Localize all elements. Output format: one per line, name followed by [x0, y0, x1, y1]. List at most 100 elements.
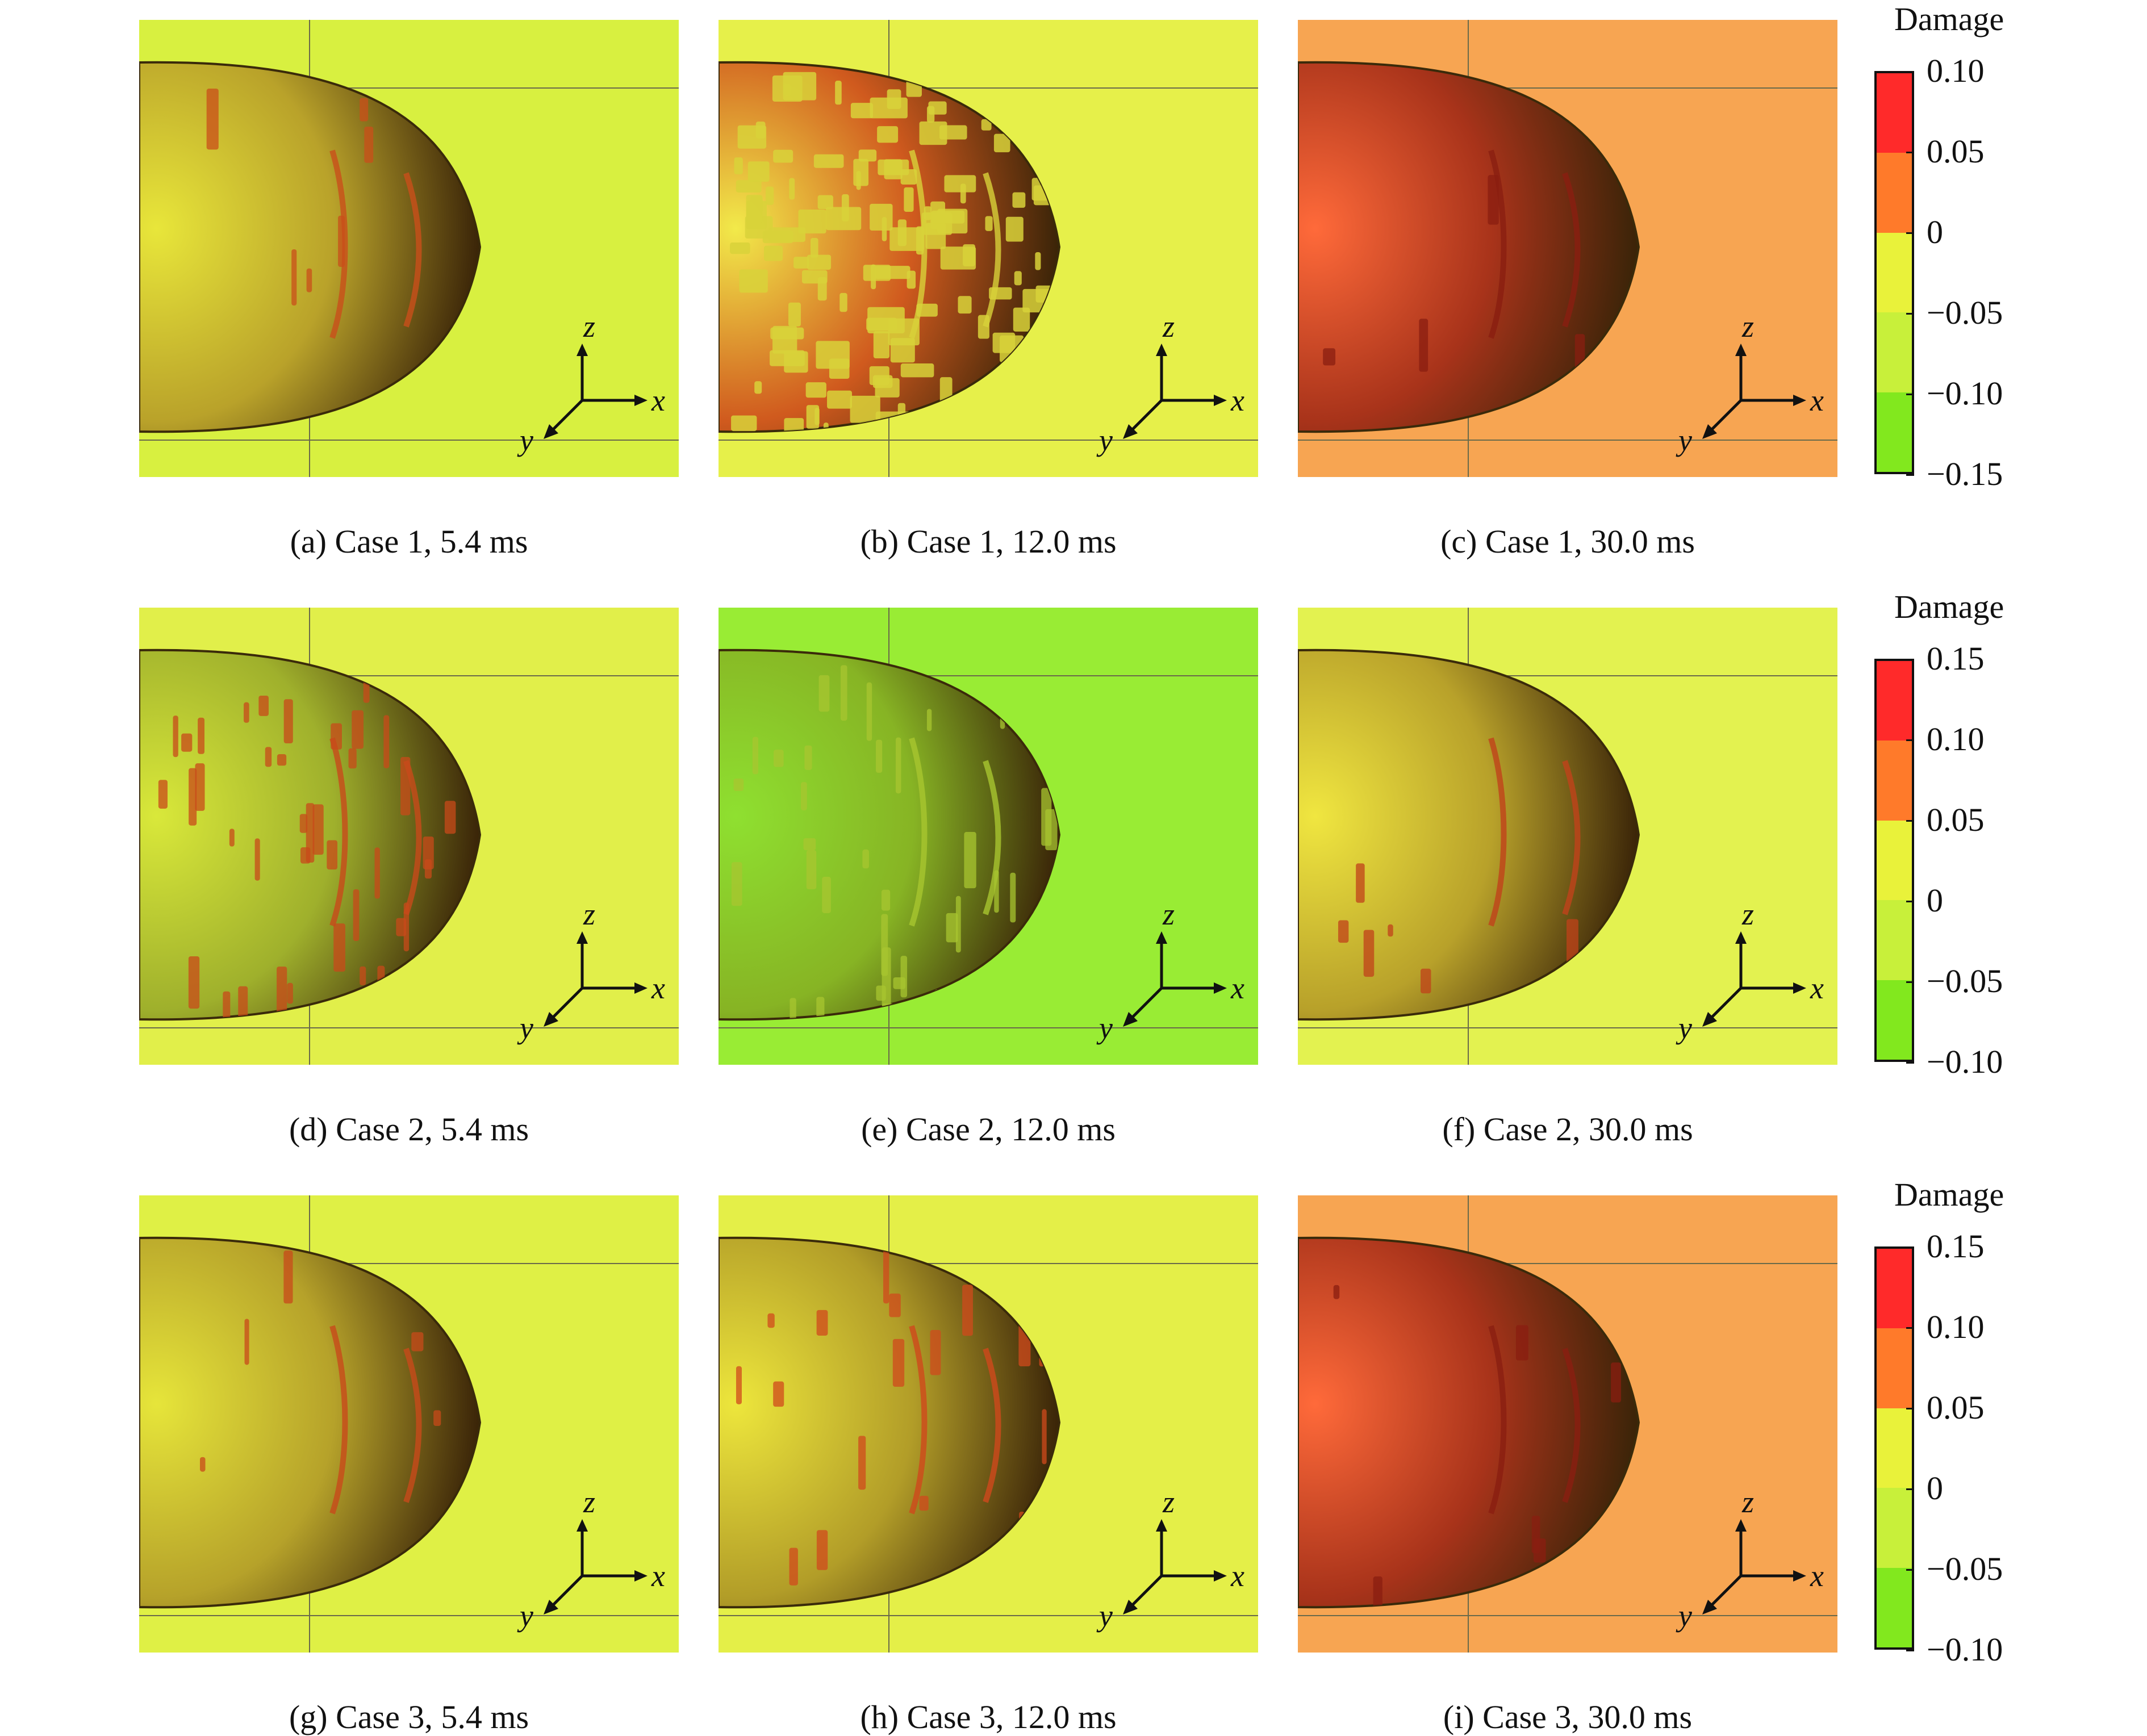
colorbar-segment: [1877, 153, 1912, 233]
colorbar-tick-label: 0: [1927, 1470, 1943, 1507]
colorbar: [1874, 71, 1914, 474]
colorbar-tick-mark: [1906, 1327, 1914, 1329]
colorbar-tick-mark: [1906, 1569, 1914, 1571]
colorbar-segment: [1877, 232, 1912, 313]
colorbar-tick-label: −0.15: [1927, 455, 2003, 492]
x-axis-label: x: [651, 971, 665, 1005]
axis-triad: x z y: [517, 897, 665, 1045]
axis-triad: x z y: [1676, 897, 1824, 1045]
contour-panel: x z y: [1298, 1195, 1837, 1653]
axis-triad: x z y: [1096, 309, 1244, 457]
contour-panel: x z y: [139, 608, 679, 1065]
colorbar-tick-label: 0.10: [1927, 721, 1985, 758]
y-axis-label: y: [1096, 1599, 1113, 1633]
colorbar-tick-mark: [1906, 981, 1914, 983]
colorbar-tick-mark: [1906, 659, 1914, 660]
colorbar-tick-mark: [1906, 313, 1914, 315]
projectile-body: [139, 61, 482, 433]
panel-caption: (a) Case 1, 5.4 ms: [290, 523, 528, 560]
colorbar-tick-mark: [1906, 1488, 1914, 1490]
projectile-body: [719, 649, 1061, 1021]
colorbar-segment: [1877, 980, 1912, 1060]
contour-panel: x z y: [719, 608, 1258, 1065]
z-axis-label: z: [1162, 1485, 1175, 1519]
colorbar-tick-mark: [1906, 152, 1914, 153]
y-axis-label: y: [517, 1599, 533, 1633]
projectile-body: [1298, 61, 1640, 433]
colorbar-tick-label: 0.10: [1927, 52, 1985, 89]
z-axis-label: z: [583, 1485, 595, 1519]
colorbar-tick-mark: [1906, 1246, 1914, 1248]
axis-triad: x z y: [1676, 309, 1824, 457]
colorbar-tick-label: 0.15: [1927, 1228, 1985, 1265]
colorbar-segment: [1877, 820, 1912, 901]
colorbar: [1874, 659, 1914, 1062]
legend-title: Damage: [1894, 588, 2004, 625]
colorbar-tick-mark: [1906, 394, 1914, 395]
colorbar-tick-label: −0.10: [1927, 1631, 2003, 1668]
panel-caption: (c) Case 1, 30.0 ms: [1440, 523, 1695, 560]
x-axis-label: x: [1230, 1559, 1244, 1593]
colorbar-tick-mark: [1906, 1062, 1914, 1064]
colorbar-segment: [1877, 73, 1912, 153]
y-axis-label: y: [1096, 423, 1113, 457]
legend-title: Damage: [1894, 1176, 2004, 1213]
contour-panel: x z y: [139, 20, 679, 477]
y-axis-label: y: [517, 423, 533, 457]
axis-triad: x z y: [517, 1485, 665, 1633]
colorbar-tick-label: 0: [1927, 882, 1943, 919]
y-axis-label: y: [1676, 1599, 1692, 1633]
colorbar-segment: [1877, 1249, 1912, 1329]
x-axis-label: x: [1810, 971, 1824, 1005]
z-axis-label: z: [1741, 897, 1754, 931]
legend-title: Damage: [1894, 1, 2004, 37]
panel-caption: (b) Case 1, 12.0 ms: [860, 523, 1117, 560]
projectile-body: [719, 1236, 1061, 1609]
colorbar-segment: [1877, 312, 1912, 392]
colorbar-tick-label: 0.05: [1927, 801, 1985, 838]
x-axis-label: x: [1230, 383, 1244, 417]
colorbar-tick-label: −0.05: [1927, 1550, 2003, 1587]
y-axis-label: y: [1676, 423, 1692, 457]
colorbar-tick-label: 0.05: [1927, 1389, 1985, 1426]
colorbar-segment: [1877, 1567, 1912, 1647]
panel-caption: (e) Case 2, 12.0 ms: [861, 1111, 1116, 1148]
panel-caption: (g) Case 3, 5.4 ms: [289, 1699, 529, 1735]
contour-panel: x z y: [1298, 608, 1837, 1065]
x-axis-label: x: [651, 383, 665, 417]
colorbar-tick-mark: [1906, 820, 1914, 822]
panel-caption: (i) Case 3, 30.0 ms: [1443, 1699, 1693, 1735]
colorbar-tick-label: 0.15: [1927, 640, 1985, 677]
axis-triad: x z y: [517, 309, 665, 457]
axis-triad: x z y: [1096, 1485, 1244, 1633]
y-axis-label: y: [517, 1011, 533, 1045]
contour-panel: x z y: [719, 20, 1258, 477]
y-axis-label: y: [1676, 1011, 1692, 1045]
colorbar-tick-label: −0.10: [1927, 1043, 2003, 1080]
colorbar-tick-mark: [1906, 232, 1914, 234]
colorbar-tick-label: 0: [1927, 214, 1943, 250]
x-axis-label: x: [1230, 971, 1244, 1005]
colorbar-segment: [1877, 1408, 1912, 1488]
axis-triad: x z y: [1676, 1485, 1824, 1633]
colorbar-segment: [1877, 1328, 1912, 1408]
projectile-body: [1298, 649, 1640, 1021]
colorbar-tick-mark: [1906, 1408, 1914, 1409]
projectile-body: [139, 1236, 482, 1609]
contour-panel: x z y: [139, 1195, 679, 1653]
colorbar-tick-label: −0.10: [1927, 375, 2003, 412]
colorbar-segment: [1877, 900, 1912, 980]
colorbar-segment: [1877, 741, 1912, 821]
contour-panel: x z y: [719, 1195, 1258, 1653]
z-axis-label: z: [1162, 309, 1175, 344]
z-axis-label: z: [1162, 897, 1175, 931]
contour-panel: x z y: [1298, 20, 1837, 477]
z-axis-label: z: [1741, 309, 1754, 344]
x-axis-label: x: [1810, 383, 1824, 417]
colorbar-tick-mark: [1906, 71, 1914, 73]
x-axis-label: x: [1810, 1559, 1824, 1593]
colorbar-tick-label: 0.05: [1927, 133, 1985, 170]
panel-caption: (d) Case 2, 5.4 ms: [289, 1111, 529, 1148]
colorbar-segment: [1877, 661, 1912, 741]
panel-caption: (f) Case 2, 30.0 ms: [1442, 1111, 1693, 1148]
